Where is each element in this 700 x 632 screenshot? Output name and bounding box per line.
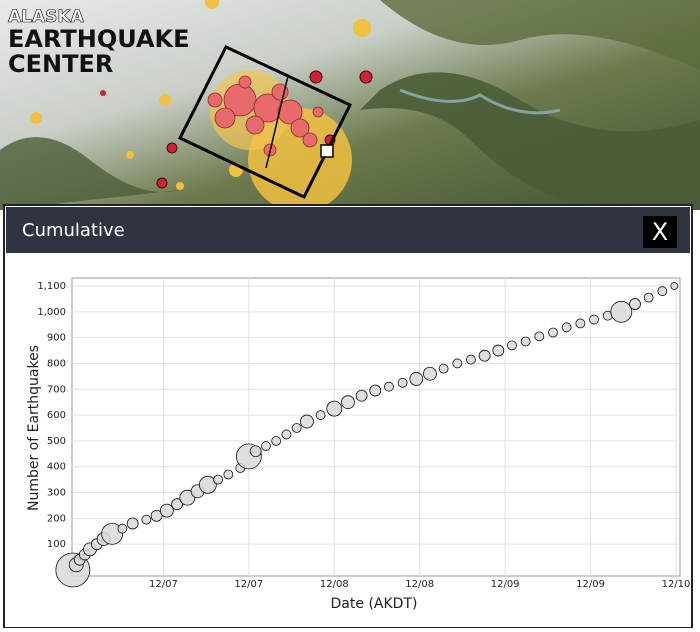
data-point [281,429,292,440]
data-point [561,322,572,333]
logo-text: CENTER [8,50,113,78]
y-tick-label: 1,100 [37,281,66,292]
data-point [341,395,355,410]
y-tick-label: 700 [47,384,66,395]
data-point [300,414,314,429]
y-tick-label: 1,000 [37,307,66,318]
y-tick-label: 600 [47,410,66,421]
data-point [101,522,124,545]
map: ALASKA EARTHQUAKE CENTER [0,0,700,212]
data-point [159,503,174,518]
data-point [478,349,491,362]
data-point [589,314,599,325]
y-axis-label: Number of Earthquakes [26,345,42,511]
data-point [548,327,558,338]
y-tick-label: 200 [47,513,66,524]
data-point [355,389,368,402]
x-tick-label: 12/09 [576,579,605,590]
data-point [397,377,408,388]
data-point [198,475,217,494]
data-point [179,489,196,506]
y-tick-label: 100 [47,539,66,550]
x-tick-label: 12/07 [234,579,263,590]
data-point [261,441,271,451]
close-label[interactable]: X [652,218,668,246]
data-point [423,366,437,381]
logo-text: EARTHQUAKE [8,25,190,53]
y-tick-label: 500 [47,436,66,447]
x-axis-label: Date (AKDT) [331,596,418,612]
data-point [223,469,234,480]
data-point [213,474,223,485]
data-point [141,514,152,525]
data-point [249,445,262,458]
data-point [452,358,463,369]
data-point [520,336,531,347]
data-point [384,381,394,392]
x-tick-label: 12/07 [149,579,178,590]
x-tick-label: 12/10 [662,579,691,590]
data-point [117,523,128,534]
logo-text: ALASKA [8,7,85,27]
chart: 100 200 300 400 500 600 700 800 900 1,000 1,100 12/… [26,277,691,612]
modal-title: Cumulative [22,220,125,241]
y-tick-label: 300 [47,488,66,499]
data-point [657,286,668,297]
data-point [326,400,343,417]
modal-header [6,207,690,253]
data-point [271,436,282,446]
close-button[interactable] [643,216,677,248]
data-point [369,384,382,397]
data-point [291,423,302,433]
x-tick-label: 12/09 [491,579,520,590]
data-point [507,340,517,351]
y-tick-label: 400 [47,462,66,473]
data-point [438,363,449,374]
data-point [534,331,545,342]
data-point [492,344,505,357]
data-point [575,318,586,329]
data-point [466,354,476,365]
data-point [610,300,633,323]
data-point [629,298,641,310]
data-point [150,509,163,522]
data-point [315,410,326,420]
data-point [171,498,183,511]
y-tick-label: 800 [47,358,66,369]
data-point [643,292,654,303]
data-point [409,372,424,386]
data-point [670,282,679,290]
x-tick-label: 12/08 [320,579,349,590]
x-tick-label: 12/08 [405,579,434,590]
y-tick-label: 900 [47,333,66,344]
data-point [126,517,139,530]
